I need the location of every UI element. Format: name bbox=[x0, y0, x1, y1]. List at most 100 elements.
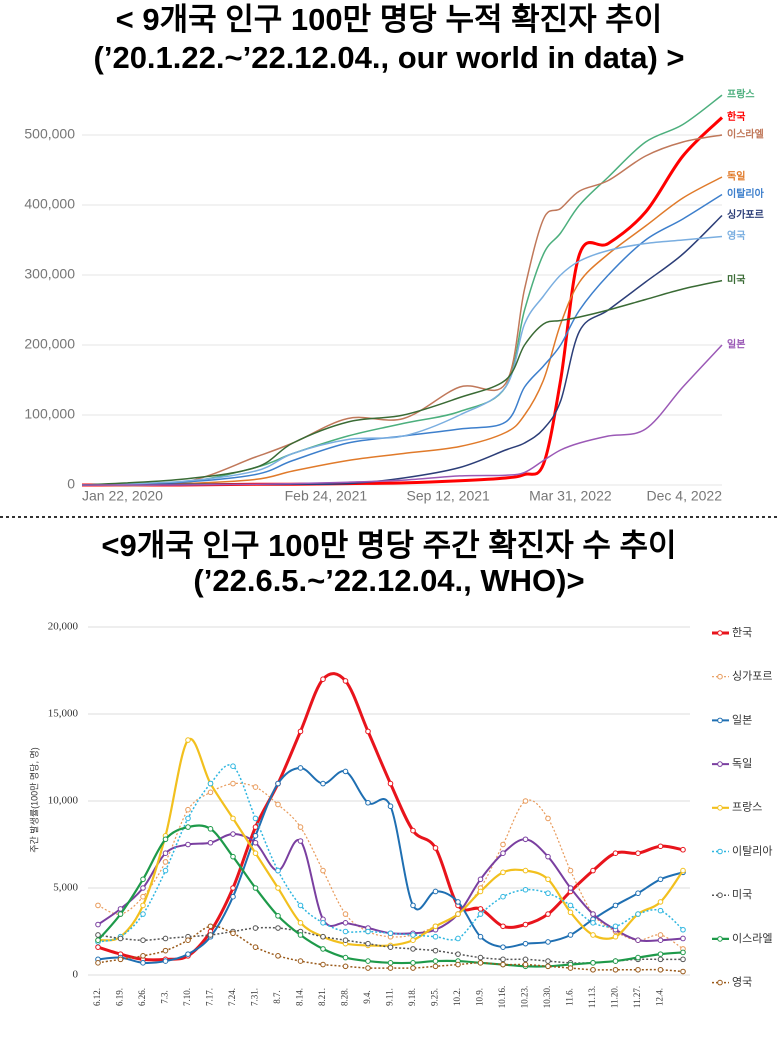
point-marker bbox=[95, 932, 101, 938]
point-marker bbox=[387, 965, 394, 971]
point-marker bbox=[590, 966, 596, 973]
point-marker bbox=[500, 893, 506, 900]
point-marker bbox=[545, 876, 551, 883]
x-tick-label: 10.23. bbox=[520, 986, 530, 1009]
legend-label: 일본 bbox=[727, 338, 745, 351]
point-marker bbox=[657, 907, 664, 914]
legend-marker bbox=[717, 936, 723, 942]
x-tick-label: 10.9. bbox=[475, 988, 485, 1006]
point-marker bbox=[455, 911, 461, 917]
point-marker bbox=[410, 946, 416, 952]
point-marker bbox=[320, 867, 326, 874]
point-marker bbox=[432, 947, 439, 954]
legend-label: 싱가포르 bbox=[727, 208, 764, 221]
point-marker bbox=[140, 893, 146, 900]
legend-label: 한국 bbox=[732, 626, 752, 639]
y-tick-label: 20,000 bbox=[48, 621, 79, 633]
point-marker bbox=[230, 893, 236, 900]
series-line bbox=[81, 279, 723, 486]
legend-marker bbox=[717, 892, 723, 899]
legend-label: 프랑스 bbox=[727, 89, 755, 101]
point-marker bbox=[207, 923, 214, 930]
legend-label: 프랑스 bbox=[732, 801, 762, 814]
point-marker bbox=[185, 951, 191, 957]
x-tick-label: 7.3. bbox=[160, 990, 170, 1004]
point-marker bbox=[252, 925, 259, 931]
point-marker bbox=[545, 890, 551, 897]
legend-marker bbox=[717, 805, 723, 811]
point-marker bbox=[252, 824, 259, 830]
legend-label: 이스라엘 bbox=[727, 128, 764, 141]
point-marker bbox=[162, 867, 169, 874]
point-marker bbox=[567, 965, 574, 971]
point-marker bbox=[185, 841, 191, 848]
point-marker bbox=[635, 850, 641, 857]
legend-label: 한국 bbox=[727, 111, 745, 123]
point-marker bbox=[275, 867, 281, 874]
point-marker bbox=[590, 960, 596, 966]
point-marker bbox=[590, 920, 596, 926]
x-tick-label: 7.17. bbox=[205, 988, 215, 1006]
point-marker bbox=[297, 932, 304, 938]
x-tick-label: Jan 22, 2020 bbox=[82, 488, 163, 504]
x-tick-label: Feb 24, 2021 bbox=[285, 488, 368, 504]
point-marker bbox=[140, 902, 146, 909]
legend-marker bbox=[717, 761, 723, 767]
point-marker bbox=[635, 954, 641, 961]
chart-title: < 9개국 인구 100만 명당 누적 확진자 추이 bbox=[116, 2, 663, 37]
point-marker bbox=[320, 920, 326, 926]
point-marker bbox=[477, 876, 484, 883]
point-marker bbox=[657, 966, 664, 973]
point-marker bbox=[500, 850, 506, 857]
x-tick-label: 11.27. bbox=[632, 986, 642, 1008]
point-marker bbox=[320, 961, 326, 968]
legend-label: 싱가포르 bbox=[732, 670, 772, 683]
point-marker bbox=[612, 966, 619, 973]
series-line bbox=[81, 344, 723, 486]
point-marker bbox=[567, 867, 574, 874]
point-marker bbox=[432, 933, 439, 940]
point-marker bbox=[545, 939, 551, 945]
point-marker bbox=[455, 951, 461, 957]
point-marker bbox=[365, 965, 371, 971]
point-marker bbox=[140, 911, 146, 917]
point-marker bbox=[95, 960, 101, 966]
point-marker bbox=[140, 885, 146, 891]
x-tick-label: Mar 31, 2022 bbox=[529, 488, 612, 504]
point-marker bbox=[567, 902, 574, 909]
point-marker bbox=[297, 838, 304, 844]
point-marker bbox=[612, 958, 619, 964]
point-marker bbox=[612, 933, 619, 940]
point-marker bbox=[207, 826, 214, 832]
point-marker bbox=[252, 839, 259, 846]
point-marker bbox=[117, 906, 124, 912]
point-marker bbox=[365, 799, 371, 806]
point-marker bbox=[500, 961, 506, 968]
series-line bbox=[81, 134, 723, 487]
point-marker bbox=[117, 911, 124, 917]
x-tick-label: 7.24. bbox=[227, 988, 237, 1006]
point-marker bbox=[657, 843, 664, 850]
point-marker bbox=[477, 960, 484, 966]
point-marker bbox=[500, 944, 506, 950]
point-marker bbox=[545, 963, 551, 970]
point-marker bbox=[500, 841, 506, 848]
point-marker bbox=[95, 944, 101, 950]
x-tick-label: 10.2. bbox=[452, 988, 462, 1006]
point-marker bbox=[387, 803, 394, 810]
point-marker bbox=[387, 960, 394, 966]
point-marker bbox=[567, 909, 574, 916]
point-marker bbox=[545, 958, 551, 964]
point-marker bbox=[545, 853, 551, 860]
point-marker bbox=[522, 956, 529, 963]
x-tick-label: 9.18. bbox=[407, 988, 417, 1006]
point-marker bbox=[657, 937, 664, 944]
point-marker bbox=[185, 937, 191, 944]
point-marker bbox=[252, 944, 259, 950]
point-marker bbox=[342, 937, 349, 944]
point-marker bbox=[230, 930, 236, 937]
point-marker bbox=[387, 780, 394, 787]
point-marker bbox=[477, 906, 484, 912]
point-marker bbox=[590, 932, 596, 938]
point-marker bbox=[522, 921, 529, 928]
